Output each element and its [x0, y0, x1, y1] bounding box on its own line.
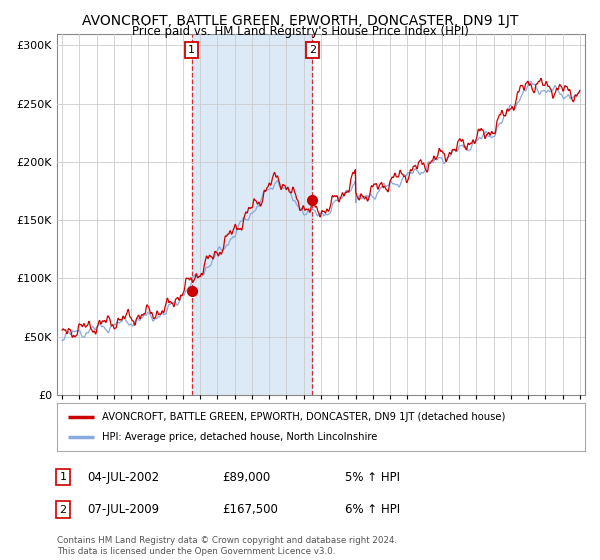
Text: 1: 1	[188, 45, 195, 55]
Text: Price paid vs. HM Land Registry's House Price Index (HPI): Price paid vs. HM Land Registry's House …	[131, 25, 469, 38]
Text: Contains HM Land Registry data © Crown copyright and database right 2024.
This d: Contains HM Land Registry data © Crown c…	[57, 536, 397, 556]
Text: 2: 2	[309, 45, 316, 55]
Text: £167,500: £167,500	[222, 503, 278, 516]
Text: 1: 1	[59, 472, 67, 482]
Bar	[191, 34, 313, 395]
Text: AVONCROFT, BATTLE GREEN, EPWORTH, DONCASTER, DN9 1JT (detached house): AVONCROFT, BATTLE GREEN, EPWORTH, DONCAS…	[102, 413, 505, 422]
Text: AVONCROFT, BATTLE GREEN, EPWORTH, DONCASTER, DN9 1JT: AVONCROFT, BATTLE GREEN, EPWORTH, DONCAS…	[82, 14, 518, 28]
Text: £89,000: £89,000	[222, 470, 270, 484]
Text: 04-JUL-2002: 04-JUL-2002	[87, 470, 159, 484]
Text: 5% ↑ HPI: 5% ↑ HPI	[345, 470, 400, 484]
Text: 2: 2	[59, 505, 67, 515]
Text: HPI: Average price, detached house, North Lincolnshire: HPI: Average price, detached house, Nort…	[102, 432, 377, 442]
Text: 07-JUL-2009: 07-JUL-2009	[87, 503, 159, 516]
Text: 6% ↑ HPI: 6% ↑ HPI	[345, 503, 400, 516]
